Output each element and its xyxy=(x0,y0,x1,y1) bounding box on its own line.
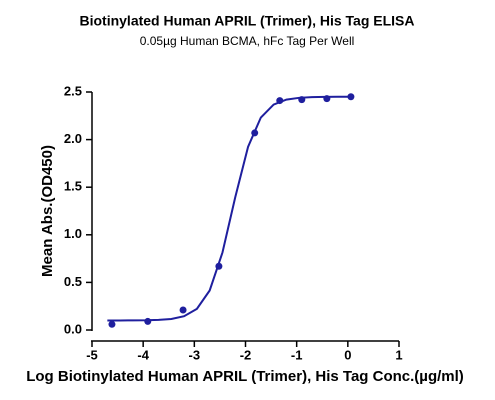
chart-subtitle: 0.05µg Human BCMA, hFc Tag Per Well xyxy=(140,34,355,48)
x-axis-label: Log Biotinylated Human APRIL (Trimer), H… xyxy=(26,368,464,385)
y-tick-label: 0.5 xyxy=(64,274,82,289)
x-tick-label: -5 xyxy=(86,347,98,362)
data-point xyxy=(108,320,116,328)
y-tick-label: 1.5 xyxy=(64,179,82,194)
x-tick-label: -2 xyxy=(240,347,252,362)
y-tick-label: 1.0 xyxy=(64,226,82,241)
chart-title: Biotinylated Human APRIL (Trimer), His T… xyxy=(79,13,414,29)
fit-curve xyxy=(107,95,351,322)
data-point xyxy=(179,306,187,314)
x-tick-label: 1 xyxy=(395,347,402,362)
x-tick-label: -4 xyxy=(137,347,149,362)
y-tick-label: 2.5 xyxy=(64,83,82,98)
x-tick-label: -1 xyxy=(291,347,303,362)
x-tick-label: -3 xyxy=(189,347,201,362)
y-tick-label: 0.0 xyxy=(64,321,82,336)
data-point xyxy=(347,93,355,101)
y-tick-label: 2.0 xyxy=(64,131,82,146)
data-point xyxy=(144,317,152,325)
x-tick-label: 0 xyxy=(344,347,351,362)
y-axis-label: Mean Abs.(OD450) xyxy=(39,145,56,277)
